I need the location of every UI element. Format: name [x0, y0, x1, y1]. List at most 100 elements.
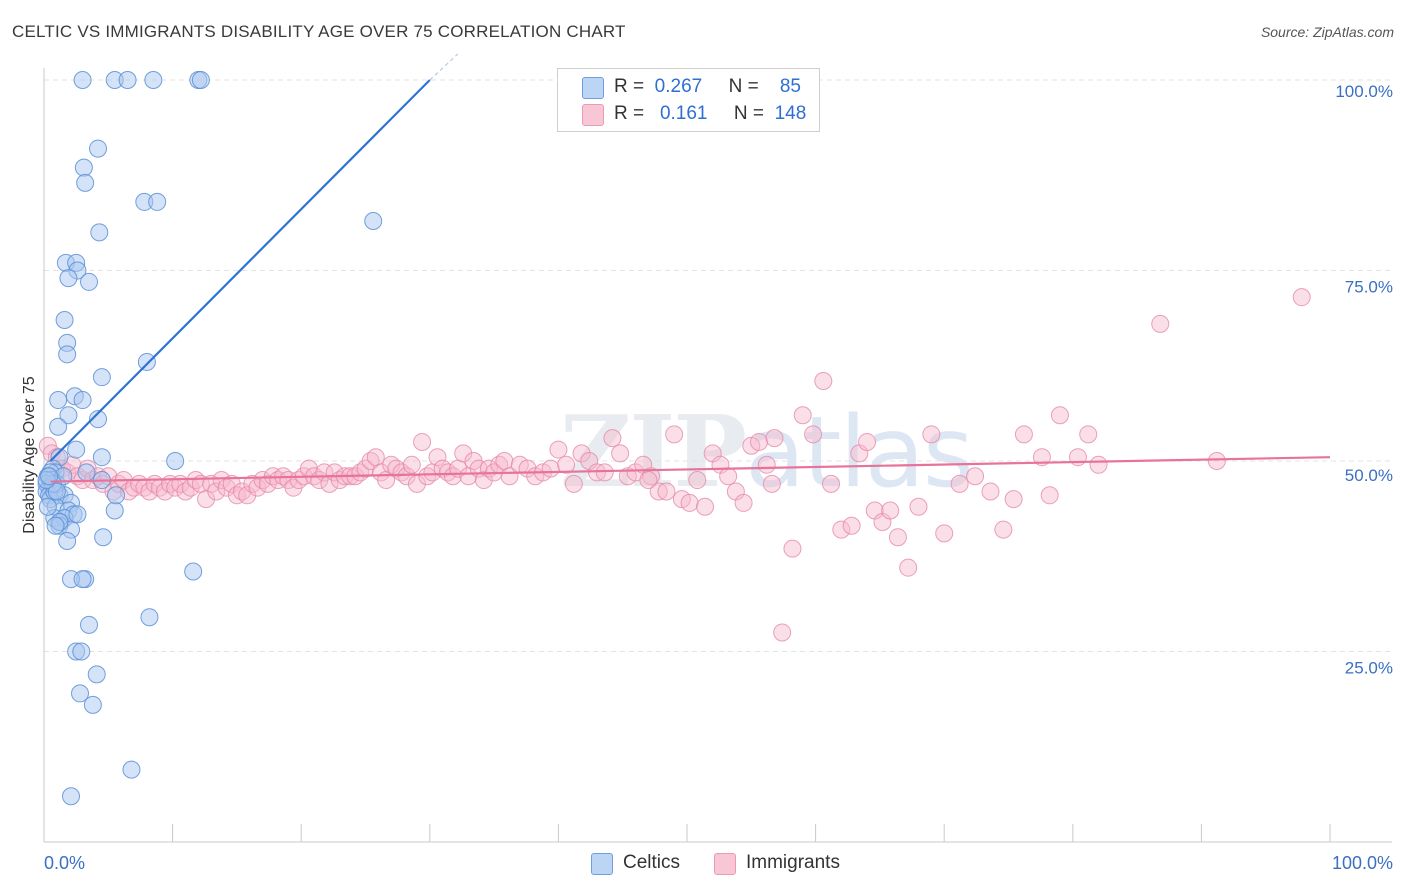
immigrants-point [765, 429, 784, 448]
correlation-legend: R = 0.267 N = 85 R = 0.161 N = 148 [557, 68, 820, 132]
immigrants-point [750, 432, 769, 451]
immigrants-point [858, 432, 877, 451]
celtics-point [166, 452, 185, 470]
immigrants-point [207, 482, 226, 501]
celtics-points [37, 71, 383, 806]
immigrants-point [665, 425, 684, 444]
x-tick-label: 100.0% [1332, 853, 1393, 873]
immigrants-point [611, 444, 630, 463]
immigrants-point [1040, 486, 1059, 505]
immigrants-point [981, 482, 1000, 501]
immigrants-label: Immigrants [746, 852, 840, 873]
celtics-swatch [582, 77, 604, 99]
celtics-point [67, 440, 86, 459]
r-label: R = [614, 103, 645, 124]
celtics-point [55, 311, 74, 330]
immigrants-point [564, 474, 583, 493]
x-tick-label: 0.0% [44, 853, 85, 873]
immigrants-point [814, 371, 833, 390]
immigrants-point [822, 474, 841, 493]
celtics-point [71, 684, 90, 703]
celtics-point [73, 570, 92, 589]
watermark-atlas: atlas [745, 396, 974, 510]
immigrants-point [595, 463, 614, 482]
immigrants-point [994, 520, 1013, 539]
celtics-point [80, 272, 99, 291]
immigrants-point [1004, 490, 1023, 509]
immigrants-point [1014, 425, 1033, 444]
celtics-point [59, 406, 78, 425]
immigrants-point [783, 539, 802, 558]
r-value: 0.267 [654, 76, 703, 97]
immigrants-point [680, 493, 699, 512]
immigrants-point [1207, 452, 1226, 470]
immigrants-point [1050, 406, 1069, 425]
immigrants-point [238, 486, 257, 505]
immigrants-point [804, 425, 823, 444]
celtics-point [122, 760, 141, 779]
immigrants-point [909, 497, 928, 516]
immigrants-point [495, 452, 514, 470]
immigrants-point [832, 520, 851, 539]
immigrants-point [842, 516, 861, 535]
immigrants-point [413, 432, 432, 451]
celtics-point [107, 486, 126, 505]
n-value: 148 [774, 103, 807, 124]
immigrants-point [397, 467, 416, 486]
celtics-point [94, 528, 113, 547]
immigrants-point [572, 444, 591, 463]
celtics-point [105, 501, 124, 520]
immigrants-point [935, 524, 954, 543]
n-label: N = [728, 76, 759, 97]
axes [43, 68, 1392, 843]
immigrants-points [38, 288, 1311, 642]
celtics-point [58, 345, 77, 364]
immigrants-point [587, 463, 606, 482]
celtics-point [148, 192, 167, 211]
watermark: ZIPatlas [560, 395, 974, 510]
immigrants-point [922, 425, 941, 444]
immigrants-swatch [582, 104, 604, 126]
immigrants-point [773, 623, 792, 642]
immigrants-point [696, 497, 715, 516]
immigrants-point [888, 528, 907, 547]
immigrants-point [474, 471, 493, 490]
source-credit: Source: ZipAtlas.com [1260, 24, 1394, 40]
immigrants-point [428, 448, 447, 467]
immigrants-point [639, 471, 658, 490]
celtics-point [59, 269, 78, 288]
immigrants-point [688, 471, 707, 490]
grid [44, 79, 1392, 652]
celtics-point [83, 695, 102, 714]
celtics-point [90, 223, 109, 242]
immigrants-point [793, 406, 812, 425]
celtics-point [72, 642, 91, 661]
celtics-point [80, 615, 99, 634]
celtics-point [92, 448, 111, 467]
celtics-point [144, 71, 163, 89]
immigrants-point [222, 474, 241, 493]
immigrants-point [603, 429, 622, 448]
celtics-point [364, 211, 383, 230]
celtics-point [47, 482, 66, 501]
n-label: N = [733, 103, 765, 124]
immigrants-trend-line [50, 456, 1331, 483]
celtics-point [58, 532, 77, 551]
immigrants-point [649, 482, 668, 501]
celtics-point [89, 410, 108, 429]
y-tick-label: 75.0% [1345, 278, 1393, 297]
immigrants-point [719, 467, 738, 486]
celtics-point [140, 608, 159, 627]
celtics-point [73, 391, 92, 410]
celtics-point [46, 516, 65, 535]
immigrants-point [1292, 288, 1311, 307]
celtics-point [89, 139, 108, 158]
immigrants-swatch [714, 853, 736, 875]
immigrants-point [734, 493, 753, 512]
immigrants-point [757, 455, 776, 474]
celtics-point [118, 71, 137, 89]
chart-title: CELTIC VS IMMIGRANTS DISABILITY AGE OVER… [12, 22, 626, 41]
celtics-point [62, 787, 81, 806]
celtics-point [73, 71, 92, 89]
